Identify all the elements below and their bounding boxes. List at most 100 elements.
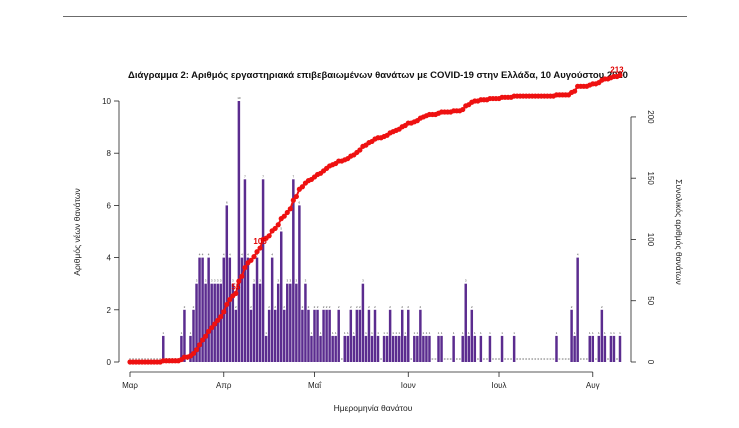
bar-value-label: 1 bbox=[392, 331, 394, 335]
bar-value-label: 2 bbox=[323, 305, 325, 309]
bar-value-label: 0 bbox=[510, 357, 512, 361]
bar bbox=[352, 335, 356, 362]
cumulative-point bbox=[254, 249, 260, 255]
bar-value-label: 1 bbox=[574, 331, 576, 335]
bar-value-label: 0 bbox=[583, 357, 585, 361]
bar-value-label: 1 bbox=[347, 331, 349, 335]
bar-value-label: 3 bbox=[286, 279, 288, 283]
bar-value-label: 0 bbox=[132, 357, 134, 361]
bar-value-label: 1 bbox=[398, 331, 400, 335]
cumulative-point bbox=[242, 265, 248, 271]
bar-value-label: 0 bbox=[553, 357, 555, 361]
bar bbox=[180, 335, 183, 362]
bar-value-label: 0 bbox=[129, 357, 131, 361]
bar-value-label: 1 bbox=[265, 331, 267, 335]
bar bbox=[267, 309, 271, 362]
bar-value-label: 3 bbox=[305, 279, 307, 283]
bar bbox=[479, 335, 483, 362]
bar-value-label: 3 bbox=[289, 279, 291, 283]
cumulative-annotation: 105 bbox=[253, 237, 267, 246]
y-tick-label: 0 bbox=[107, 358, 112, 367]
bar-value-label: 2 bbox=[368, 305, 370, 309]
bar-value-label: 1 bbox=[162, 331, 164, 335]
bar bbox=[576, 257, 579, 362]
x-tick-label: Αυγ bbox=[586, 381, 600, 390]
bar-value-label: 2 bbox=[389, 305, 391, 309]
y2-axis-label: Συνολικός αριθμός θανάτων bbox=[674, 179, 684, 285]
bar-value-label: 1 bbox=[423, 331, 425, 335]
bar bbox=[488, 335, 492, 362]
bar-value-label: 1 bbox=[395, 331, 397, 335]
bar-value-label: 1 bbox=[332, 331, 334, 335]
bar-value-label: 4 bbox=[577, 253, 579, 257]
bar-value-label: 1 bbox=[489, 331, 491, 335]
cumulative-point bbox=[293, 193, 299, 200]
bar bbox=[310, 335, 313, 362]
bar-value-label: 0 bbox=[444, 357, 446, 361]
bar-value-label: 2 bbox=[235, 305, 237, 309]
bar-value-label: 3 bbox=[205, 279, 207, 283]
bar-value-label: 2 bbox=[338, 305, 340, 309]
bar-value-label: 1 bbox=[619, 331, 621, 335]
bar-value-label: 0 bbox=[525, 357, 527, 361]
bar bbox=[600, 309, 604, 362]
bar-value-label: 3 bbox=[217, 279, 219, 283]
y2-tick-label: 50 bbox=[646, 296, 655, 305]
bar-value-label: 2 bbox=[350, 305, 352, 309]
bar-value-label: 3 bbox=[253, 279, 255, 283]
cumulative-point bbox=[617, 72, 623, 78]
bar bbox=[234, 309, 238, 362]
y-tick-label: 6 bbox=[107, 201, 112, 210]
bar bbox=[570, 309, 573, 362]
bar bbox=[249, 309, 253, 362]
bar-value-label: 3 bbox=[196, 279, 198, 283]
cumulative-point bbox=[281, 213, 287, 219]
bar-value-label: 3 bbox=[465, 279, 467, 283]
bar bbox=[228, 257, 232, 362]
x-tick-label: Ιουν bbox=[401, 381, 416, 390]
bar-value-label: 2 bbox=[326, 305, 328, 309]
bar-value-label: 1 bbox=[426, 331, 428, 335]
bar-value-label: 1 bbox=[181, 331, 183, 335]
cumulative-point bbox=[572, 88, 578, 94]
bar bbox=[591, 335, 595, 362]
bar-value-label: 0 bbox=[380, 357, 382, 361]
y-tick-label: 2 bbox=[107, 306, 112, 315]
bar-value-label: 0 bbox=[135, 357, 137, 361]
bar-value-label: 0 bbox=[519, 357, 521, 361]
y2-tick-label: 0 bbox=[646, 360, 655, 365]
bar-value-label: 1 bbox=[413, 331, 415, 335]
bar-value-label: 2 bbox=[571, 305, 573, 309]
y-axis-label: Αριθμός νέων θανάτων bbox=[72, 188, 82, 275]
x-tick-label: Ιουλ bbox=[491, 381, 506, 390]
bar bbox=[183, 309, 186, 362]
bar-value-label: 1 bbox=[383, 331, 385, 335]
y-tick-label: 8 bbox=[107, 149, 112, 158]
bar bbox=[603, 335, 607, 362]
bar-value-label: 0 bbox=[156, 357, 158, 361]
bar bbox=[255, 257, 259, 362]
bar-value-label: 4 bbox=[247, 253, 249, 257]
bar-value-label: 5 bbox=[280, 227, 282, 231]
cumulative-point bbox=[299, 184, 306, 190]
bar-value-label: 1 bbox=[474, 331, 476, 335]
bar bbox=[391, 335, 395, 362]
bar bbox=[452, 335, 455, 362]
bar bbox=[195, 283, 198, 362]
bar bbox=[319, 335, 322, 362]
bar bbox=[162, 335, 165, 362]
bar-value-label: 2 bbox=[314, 305, 316, 309]
cumulative-annotation: 55 bbox=[231, 282, 240, 291]
bar-value-label: 0 bbox=[537, 357, 539, 361]
x-axis-label: Ημερομηνία θανάτου bbox=[334, 403, 413, 413]
cumulative-point bbox=[193, 347, 200, 353]
bar bbox=[240, 257, 244, 362]
bar-value-label: 1 bbox=[480, 331, 482, 335]
cumulative-annotation: 213 bbox=[610, 65, 624, 74]
bar bbox=[258, 283, 262, 362]
bar-value-label: 2 bbox=[356, 305, 358, 309]
x-axis: Μαρ Απρ Μαΐ Ιουν Ιουλ Αυγ bbox=[122, 371, 600, 390]
y2-axis: 0 50 100 150 200 bbox=[630, 110, 655, 365]
bar bbox=[286, 283, 289, 362]
bar bbox=[422, 335, 425, 362]
